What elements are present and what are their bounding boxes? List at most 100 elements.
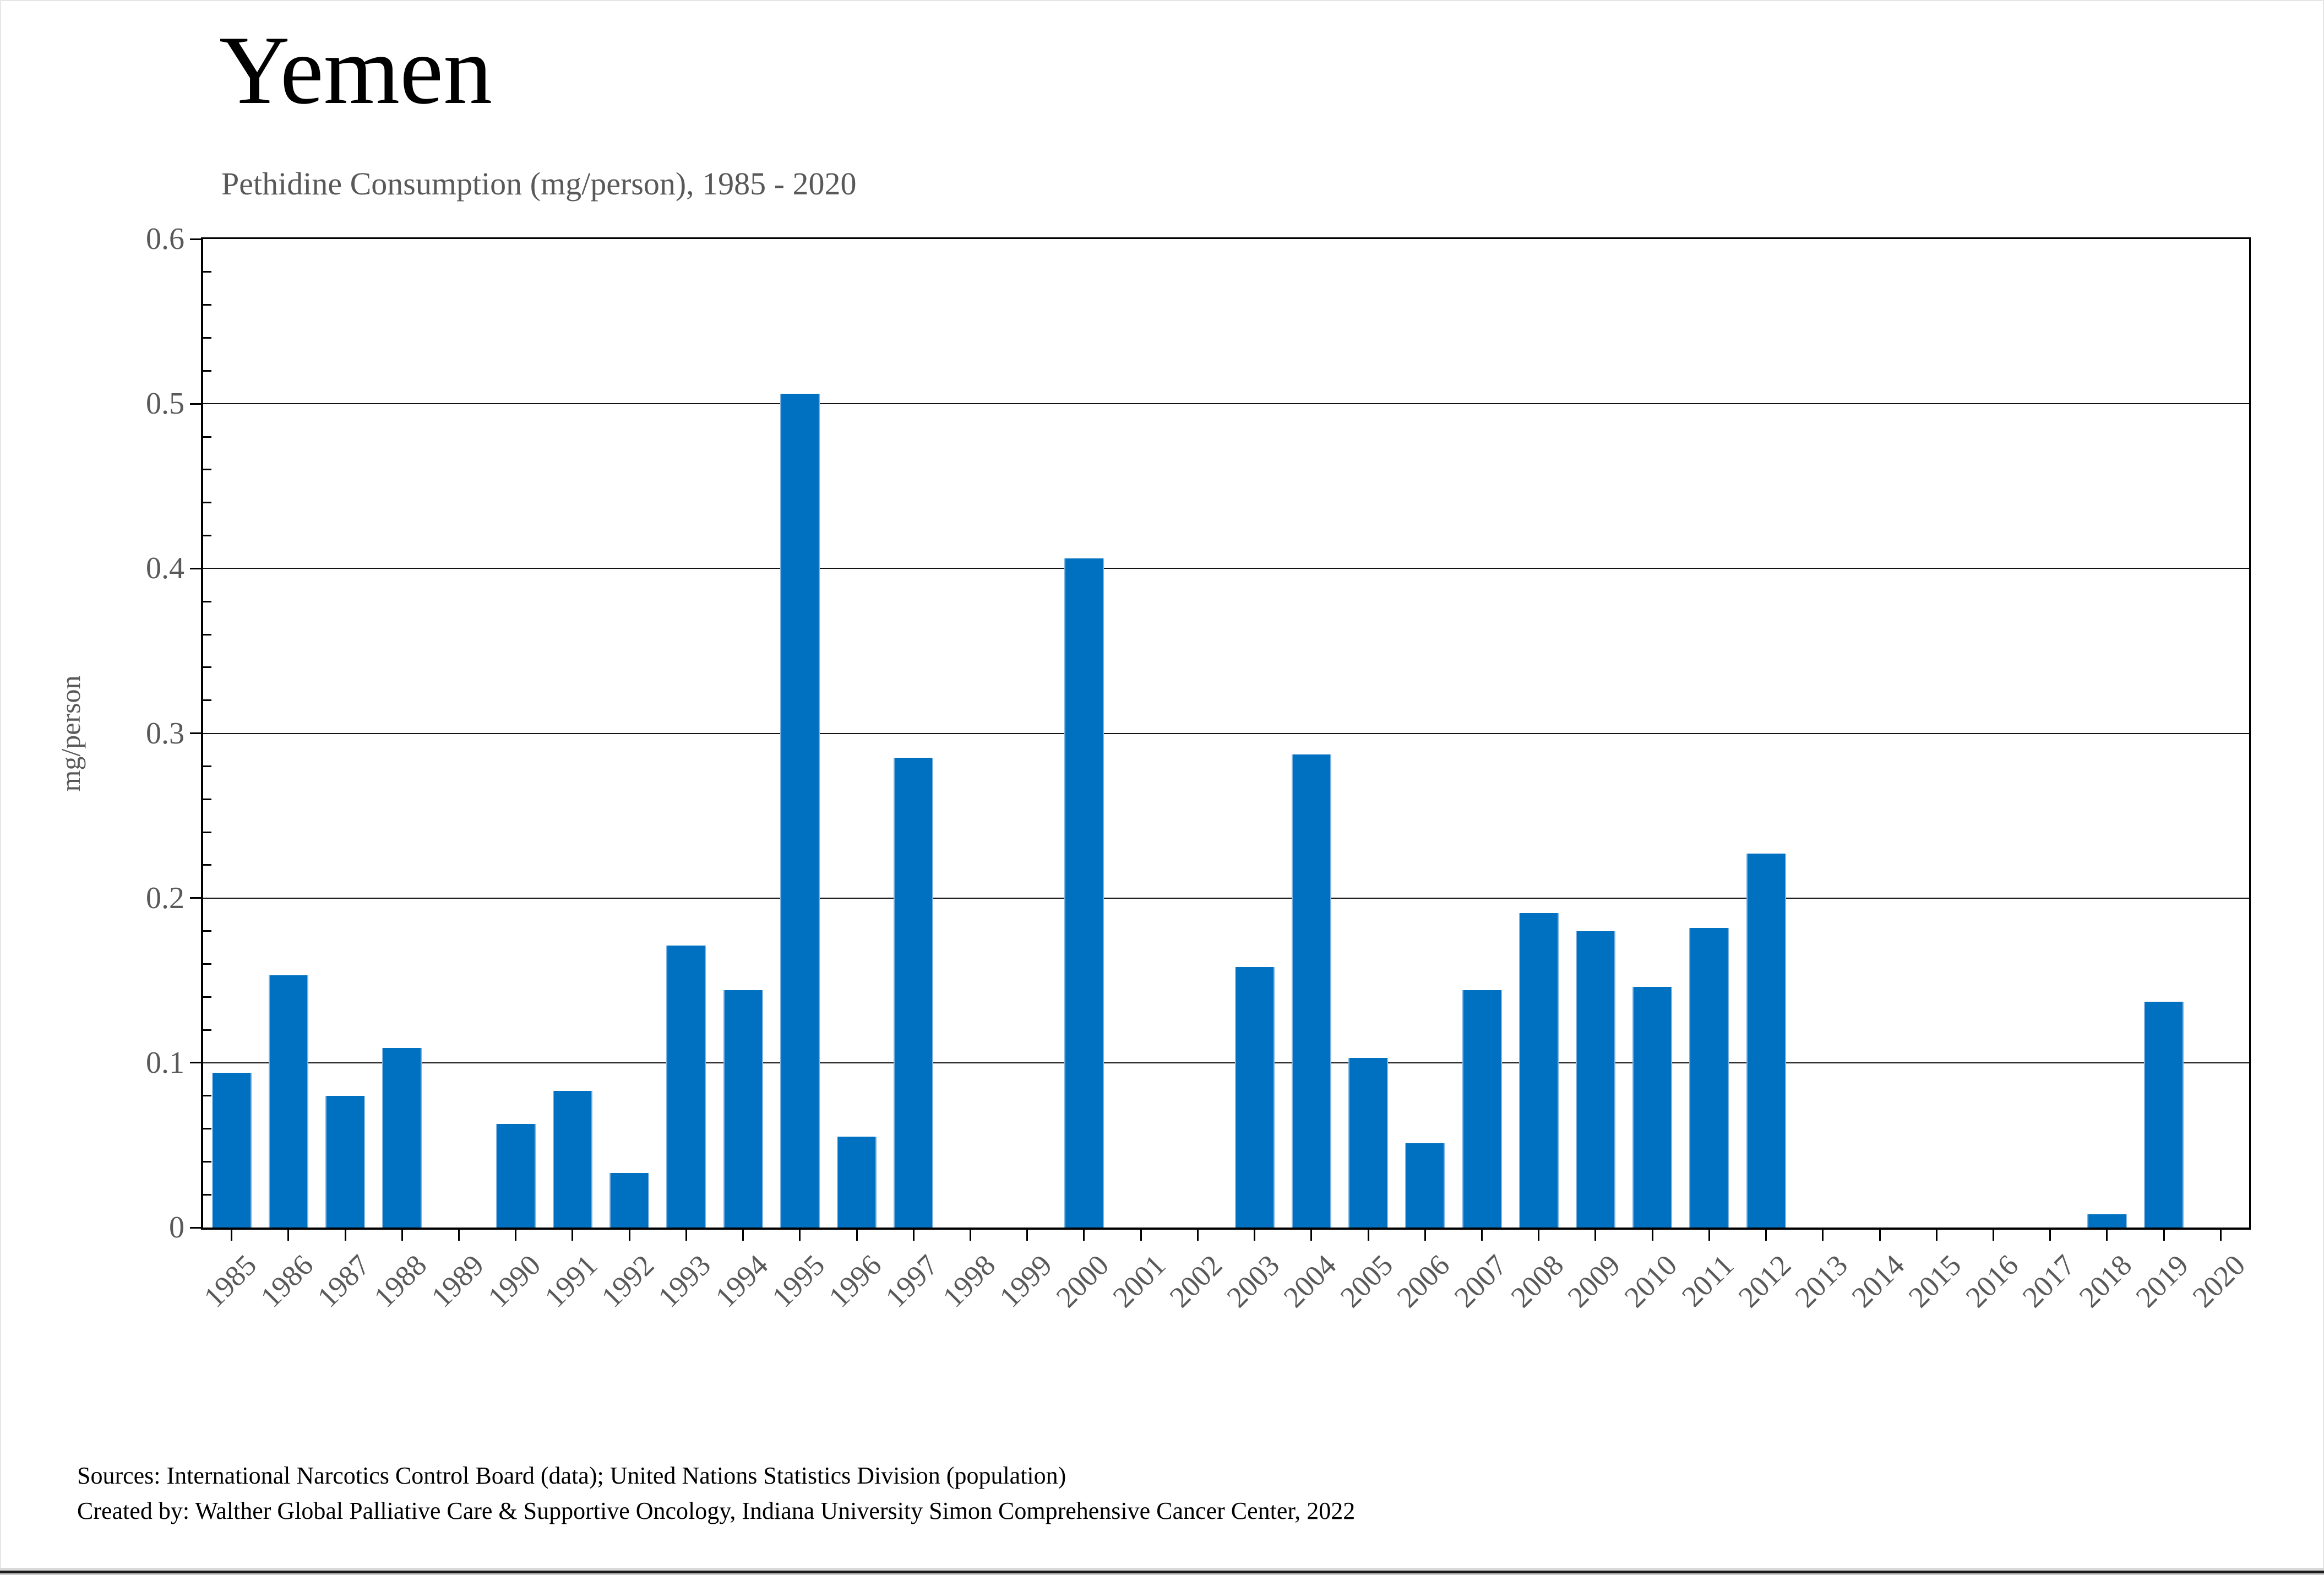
y-tick-label-0.1: 0.1: [146, 1045, 184, 1080]
x-tick-2002: [1196, 1228, 1199, 1241]
window-bottom-edge-outer: [0, 1573, 2324, 1575]
y-minor-tick: [203, 666, 211, 669]
bar-1997: [894, 758, 934, 1228]
bar-2005: [1348, 1057, 1389, 1228]
y-minor-tick: [203, 535, 211, 536]
bar-2007: [1462, 990, 1502, 1228]
bar-1986: [268, 975, 308, 1228]
plot-area: 1985 1986 1987 1988 1989 1990 1991 1992 1993 1994…: [190, 237, 2252, 1314]
window-bottom-edge-dark: [0, 1571, 2324, 1573]
y-minor-tick: [203, 1095, 211, 1097]
bar-1990: [496, 1123, 536, 1228]
x-tick-1996: [856, 1228, 858, 1241]
y-major-tick-0.1: [190, 1062, 203, 1064]
y-axis-title: mg/person: [55, 675, 86, 792]
y-minor-tick: [203, 469, 211, 471]
y-minor-tick: [203, 633, 211, 636]
x-tick-2019: [2163, 1228, 2165, 1241]
bar-1996: [837, 1137, 877, 1228]
x-tick-2000: [1083, 1228, 1085, 1241]
gridline-0.1: [203, 1062, 2249, 1063]
x-tick-2009: [1594, 1228, 1597, 1241]
gridline-0.4: [203, 568, 2249, 569]
footer-sources-line: Sources: International Narcotics Control…: [77, 1462, 1066, 1489]
bar-1995: [780, 394, 820, 1228]
x-tick-2014: [1879, 1228, 1881, 1241]
y-minor-tick: [203, 1128, 211, 1129]
x-tick-2005: [1367, 1228, 1369, 1241]
x-tick-1985: [231, 1228, 233, 1241]
x-tick-2008: [1538, 1228, 1540, 1241]
x-tick-2015: [1935, 1228, 1937, 1241]
y-minor-tick: [203, 1160, 211, 1163]
x-tick-1994: [742, 1228, 744, 1241]
bar-1992: [609, 1173, 650, 1228]
x-tick-2001: [1140, 1228, 1142, 1241]
x-tick-1986: [287, 1228, 290, 1241]
chart-title: Yemen: [219, 15, 493, 124]
x-tick-2010: [1651, 1228, 1653, 1241]
bar-2008: [1519, 913, 1559, 1228]
x-tick-1993: [685, 1228, 687, 1241]
y-tick-label-0.3: 0.3: [146, 716, 184, 751]
x-tick-2006: [1424, 1228, 1426, 1241]
x-tick-2018: [2106, 1228, 2108, 1241]
bar-1985: [211, 1072, 252, 1228]
gridline-0.3: [203, 732, 2249, 734]
gridline-0.5: [203, 403, 2249, 405]
chart-subtitle: Pethidine Consumption (mg/person), 1985 …: [221, 166, 857, 202]
bar-1994: [723, 990, 763, 1228]
x-tick-2011: [1708, 1228, 1710, 1241]
x-tick-1988: [401, 1228, 403, 1241]
y-minor-tick: [203, 699, 211, 702]
y-minor-tick: [203, 798, 211, 800]
x-tick-2003: [1254, 1228, 1256, 1241]
y-minor-tick: [203, 271, 211, 273]
y-tick-label-0.6: 0.6: [146, 222, 184, 256]
y-minor-tick: [203, 370, 211, 372]
x-tick-2012: [1765, 1228, 1767, 1241]
x-tick-1990: [515, 1228, 517, 1241]
y-tick-label-0.5: 0.5: [146, 387, 184, 421]
window-bottom-edge-light: [0, 1568, 2324, 1571]
y-minor-tick: [203, 930, 211, 932]
x-tick-1997: [912, 1228, 915, 1241]
bar-2012: [1746, 853, 1786, 1228]
bar-2006: [1405, 1143, 1445, 1228]
y-minor-tick: [203, 436, 211, 438]
y-tick-label-0.2: 0.2: [146, 881, 184, 915]
x-tick-1992: [628, 1228, 630, 1241]
y-major-tick-0.3: [190, 732, 203, 734]
bar-2000: [1064, 558, 1104, 1228]
source-footer: Sources: International Narcotics Control…: [77, 1458, 1355, 1529]
y-major-tick-0: [190, 1226, 203, 1229]
x-tick-1991: [572, 1228, 574, 1241]
bar-2011: [1689, 927, 1729, 1228]
bar-2010: [1632, 987, 1673, 1228]
bar-2003: [1234, 967, 1275, 1228]
gridline-0.2: [203, 897, 2249, 899]
y-minor-tick: [203, 600, 211, 602]
y-minor-tick: [203, 502, 211, 504]
y-minor-tick: [203, 831, 211, 833]
y-tick-label-0: 0: [169, 1210, 184, 1245]
bar-2004: [1291, 754, 1331, 1228]
x-tick-1995: [799, 1228, 801, 1241]
y-minor-tick: [203, 963, 211, 965]
bar-2019: [2144, 1002, 2184, 1228]
y-major-tick-0.5: [190, 403, 203, 405]
x-tick-2007: [1481, 1228, 1483, 1241]
x-tick-2013: [1822, 1228, 1824, 1241]
x-tick-2017: [2049, 1228, 2051, 1241]
x-tick-1987: [344, 1228, 346, 1241]
y-major-tick-0.4: [190, 567, 203, 569]
y-minor-tick: [203, 1029, 211, 1031]
x-tick-1999: [1026, 1228, 1028, 1241]
y-minor-tick: [203, 304, 211, 306]
bar-1988: [382, 1047, 422, 1228]
y-minor-tick: [203, 765, 211, 767]
y-major-tick-0.6: [190, 238, 203, 240]
bar-2018: [2087, 1214, 2127, 1228]
x-tick-1998: [970, 1228, 971, 1241]
